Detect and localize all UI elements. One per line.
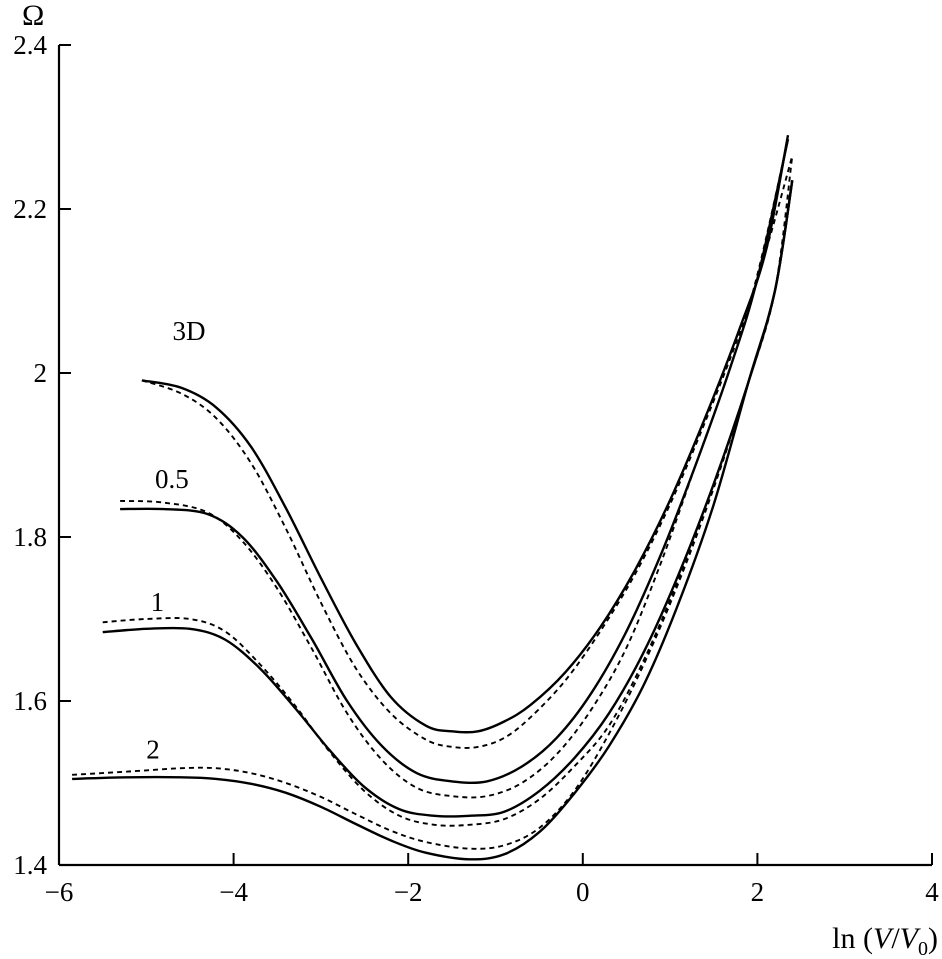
x-tick-label: 0: [576, 877, 590, 907]
x-tick-label: −4: [219, 877, 248, 907]
x-tick-label: −2: [394, 877, 423, 907]
series-2-dashed-line: [72, 180, 794, 850]
series-1-dashed-line: [102, 155, 794, 827]
series-label-2: 2: [146, 734, 160, 764]
series-3d-dashed-line: [141, 155, 794, 749]
y-tick-label: 1.8: [13, 522, 47, 552]
x-tick-label: −6: [45, 877, 74, 907]
y-tick-label: 1.6: [13, 686, 47, 716]
series-label-0-5: 0.5: [155, 464, 189, 494]
series-label-3d: 3D: [172, 316, 205, 346]
series-3d-solid-line: [141, 134, 790, 734]
series-2-solid-line: [72, 180, 794, 861]
x-tick-label: 2: [751, 877, 765, 907]
y-tick-label: 2: [34, 358, 48, 388]
y-axis-title: Ω: [22, 0, 44, 32]
curve-labels: 3D 0.5 1 2: [146, 316, 205, 764]
y-tick-label: 1.4: [13, 850, 47, 880]
y-tick-label: 2.4: [13, 30, 47, 60]
x-axis-title: ln (V/V0): [832, 922, 938, 959]
x-tick-label: 4: [925, 877, 939, 907]
x-axis-ticks: −6 −4 −2 0 2 4: [45, 853, 939, 907]
series-0-5-solid-line: [120, 139, 790, 784]
curves: [72, 134, 794, 861]
series-1-solid-line: [102, 180, 794, 818]
plot-area: [57, 45, 932, 867]
series-label-1: 1: [151, 587, 165, 617]
series-0-5-dashed-line: [120, 139, 789, 799]
y-axis-ticks: 1.4 1.6 1.8 2 2.2 2.4: [13, 30, 71, 880]
y-tick-label: 2.2: [13, 194, 47, 224]
